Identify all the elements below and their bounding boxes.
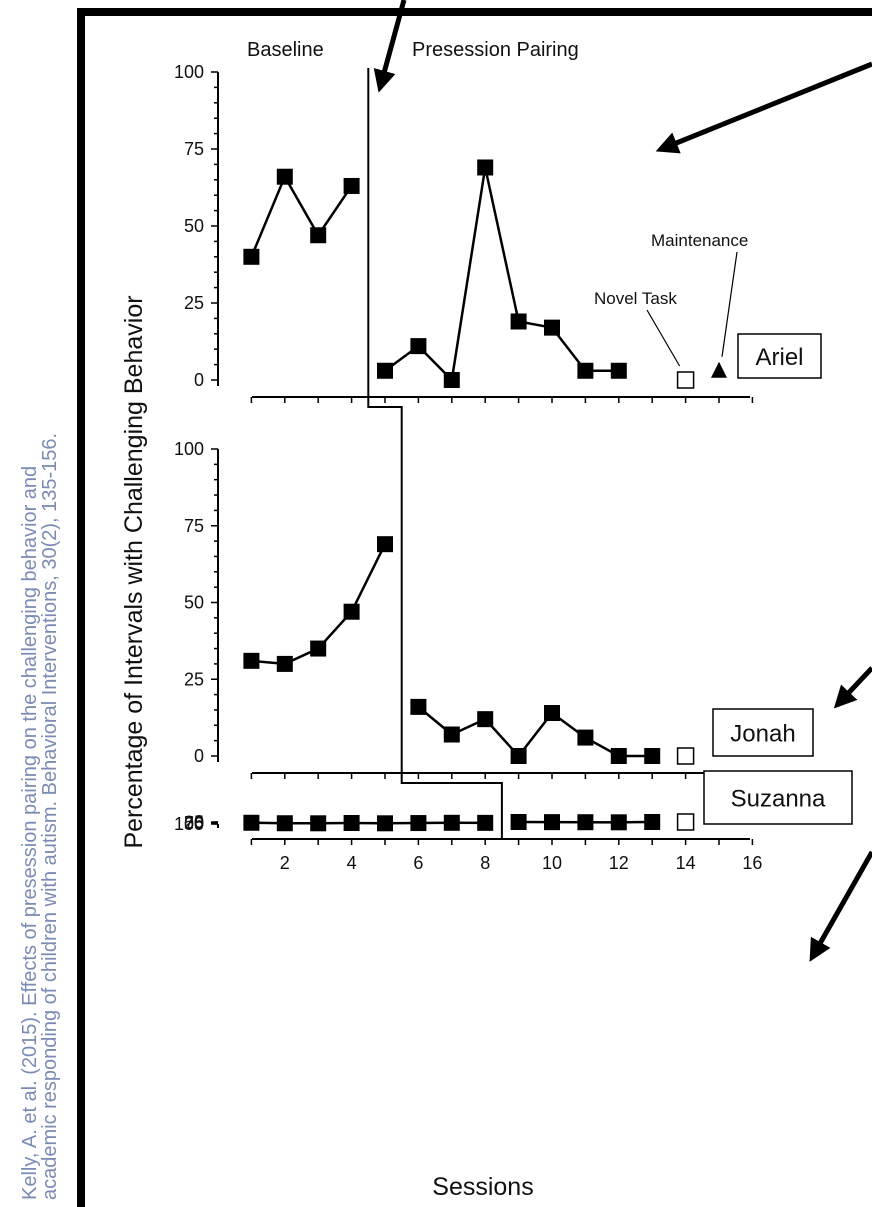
suzanna-novel-task-point [676, 813, 695, 831]
suzanna-y-tick-label: 50 [184, 813, 204, 833]
suzanna-baseline-point [443, 814, 460, 831]
suzanna-y-tick-label: 25 [184, 813, 204, 833]
x-tick-label: 12 [609, 853, 629, 873]
ariel-treatment-point [544, 319, 560, 336]
phase-change-line [367, 68, 503, 839]
maintenance-pointer [721, 251, 738, 357]
jonah-baseline-point [343, 603, 360, 620]
ariel-name-box [737, 333, 822, 379]
ariel-treatment-point [410, 338, 427, 355]
ariel-treatment-point [577, 362, 594, 379]
y-axis-title: Percentage of Intervals with Challenging… [120, 295, 148, 848]
x-tick-label: 10 [542, 853, 562, 873]
jonah-y-tick-label: 100 [174, 439, 204, 459]
jonah-baseline-point [377, 536, 393, 553]
jonah-y-tick-label: 0 [194, 746, 204, 766]
jonah-name-box [712, 708, 814, 757]
jonah-y-tick-label: 25 [184, 669, 204, 689]
x-tick-label: 6 [413, 853, 423, 873]
chart-plot-layer: 0255075100Ariel0255075100Jonah0255075100… [174, 62, 853, 873]
jonah-baseline-point [310, 640, 327, 657]
annotation-novel-task: Novel Task [594, 289, 677, 308]
annotation-maintenance: Maintenance [651, 231, 748, 250]
suzanna-y-tick-label: 75 [184, 814, 204, 834]
ariel-y-tick-label: 75 [184, 139, 204, 159]
callout-arrow-jonah-label [833, 666, 872, 709]
phase-label-presession-pairing: Presession Pairing [412, 39, 579, 61]
x-tick-label: 4 [347, 853, 357, 873]
suzanna-baseline-point [377, 815, 393, 832]
jonah-novel-task-point [676, 747, 695, 765]
ariel-y-tick-label: 50 [184, 216, 204, 236]
jonah-treatment-point [443, 726, 460, 743]
callout-arrow-suzanna-label [809, 850, 872, 962]
suzanna-name-label: Suzanna [731, 786, 826, 813]
suzanna-treatment-point [510, 814, 527, 830]
ariel-y-tick-label: 0 [194, 370, 204, 390]
citation-line-1: Kelly, A. et al. (2015). Effects of pres… [19, 466, 41, 1200]
suzanna-baseline-point [310, 815, 327, 832]
ariel-treatment-point [610, 362, 627, 379]
ariel-name-label: Ariel [755, 344, 803, 371]
suzanna-baseline-point [276, 815, 293, 832]
jonah-y-tick-label: 75 [184, 516, 204, 536]
ariel-treatment-point [510, 313, 527, 330]
ariel-baseline-point [310, 227, 327, 244]
figure-frame [77, 8, 872, 1207]
suzanna-treatment-point [644, 814, 661, 830]
ariel-y-tick-label: 100 [174, 62, 204, 82]
suzanna-baseline-point [343, 815, 360, 831]
jonah-name-label: Jonah [730, 721, 795, 748]
jonah-y-tick-label: 50 [184, 593, 204, 613]
suzanna-name-box [703, 770, 853, 825]
suzanna-baseline-point [410, 815, 427, 832]
suzanna-y-tick-label: 0 [194, 812, 204, 832]
suzanna-treatment-point [544, 814, 560, 831]
suzanna-y-tick-label: 100 [174, 814, 204, 834]
jonah-baseline-point [276, 655, 293, 672]
ariel-novel-task-point [676, 371, 695, 389]
ariel-y-tick-label: 25 [184, 293, 204, 313]
callout-arrow-phase-line [373, 0, 407, 93]
jonah-treatment-point [477, 711, 494, 728]
citation: Kelly, A. et al. (2015). Effects of pres… [19, 433, 61, 1200]
jonah-treatment-point [610, 748, 627, 764]
x-axis-title: Sessions [432, 1173, 533, 1201]
x-tick-label: 16 [742, 853, 762, 873]
jonah-treatment-point [410, 698, 427, 715]
callout-arrows [373, 0, 872, 962]
ariel-baseline-point [243, 248, 260, 265]
callout-arrow-ariel-panel [655, 61, 872, 154]
suzanna-baseline-point [477, 814, 494, 831]
suzanna-treatment-point [577, 814, 594, 831]
citation-line-2: academic responding of children with aut… [39, 433, 61, 1200]
ariel-treatment-point [377, 362, 393, 379]
jonah-treatment-point [644, 748, 661, 764]
jonah-treatment-point [544, 705, 560, 722]
ariel-baseline-point [343, 177, 360, 194]
ariel-treatment-point [477, 159, 494, 176]
ariel-treatment-point [443, 372, 460, 388]
x-tick-label: 8 [480, 853, 490, 873]
x-tick-label: 2 [280, 853, 290, 873]
jonah-baseline-point [243, 652, 260, 669]
x-tick-label: 14 [676, 853, 696, 873]
suzanna-baseline-point [243, 814, 260, 831]
phase-label-baseline: Baseline [247, 39, 324, 61]
ariel-maintenance-point [711, 361, 727, 378]
novel-task-pointer [646, 309, 681, 367]
jonah-treatment-point [577, 729, 594, 746]
ariel-baseline-point [276, 168, 293, 185]
ariel-baseline-line [250, 173, 353, 258]
suzanna-treatment-point [610, 814, 627, 831]
jonah-treatment-point [510, 748, 527, 764]
